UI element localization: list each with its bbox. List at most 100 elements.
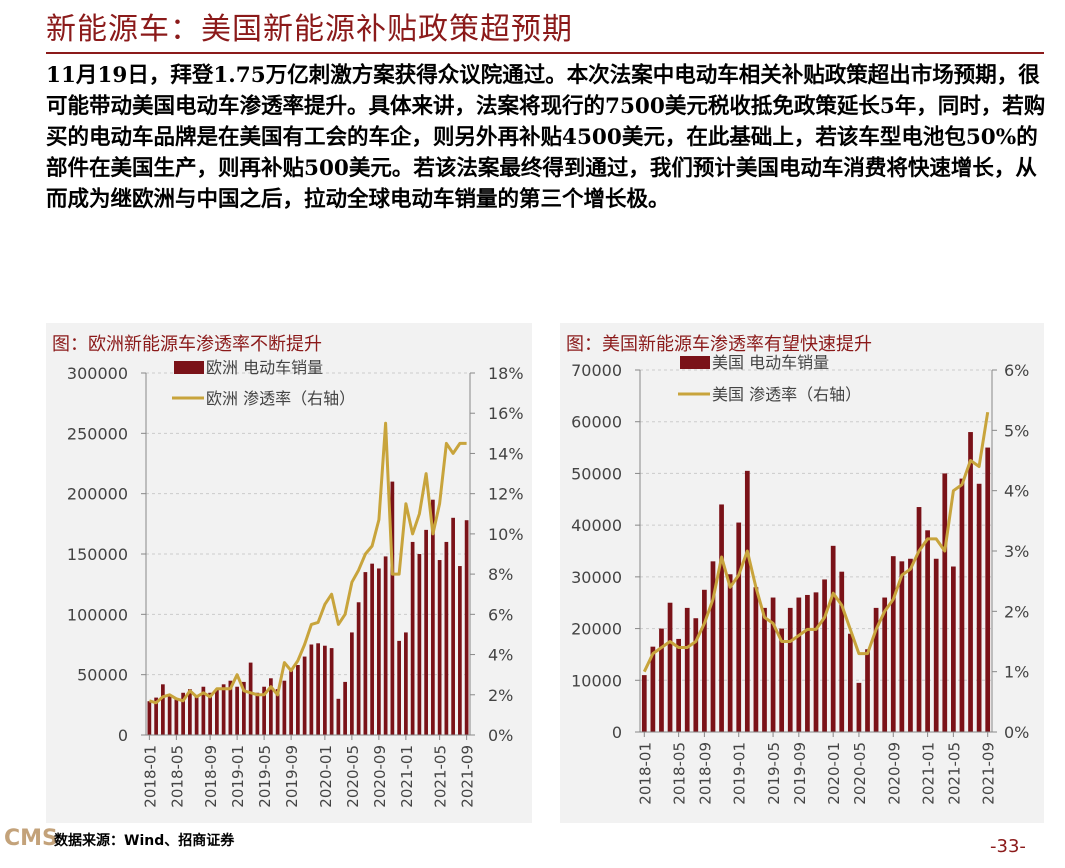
us-x-tick-label: 2019-09 bbox=[791, 742, 809, 805]
us-bar bbox=[744, 470, 750, 732]
us-legend-line-label: 美国 渗透率（右轴） bbox=[712, 385, 861, 404]
us-y2-tick-label: 3% bbox=[1004, 542, 1029, 561]
us-x-tick-label: 2020-09 bbox=[885, 742, 903, 805]
us-legend-bar-label: 美国 电动车销量 bbox=[712, 353, 829, 372]
eu-bar bbox=[221, 684, 226, 735]
eu-bar bbox=[397, 640, 401, 735]
right-chart-title: 图：美国新能源车渗透率有望快速提升 bbox=[566, 334, 872, 355]
eu-bar bbox=[248, 662, 253, 735]
eu-bar bbox=[269, 678, 273, 735]
title-rule bbox=[46, 52, 1044, 54]
eu-y2-tick-label: 10% bbox=[488, 525, 524, 544]
eu-y-tick-label: 0 bbox=[118, 726, 128, 745]
us-bar bbox=[933, 558, 939, 732]
eu-bar bbox=[464, 520, 469, 735]
us-y-tick-label: 50000 bbox=[571, 464, 622, 483]
us-x-tick-label: 2020-01 bbox=[825, 742, 843, 805]
us-y2-tick-label: 2% bbox=[1004, 602, 1029, 621]
eu-bar bbox=[181, 692, 185, 735]
us-y2-tick-label: 0% bbox=[1004, 723, 1029, 742]
us-bar bbox=[787, 607, 793, 732]
us-penetration-line bbox=[642, 411, 990, 673]
us-bar bbox=[753, 587, 759, 732]
eu-x-tick-label: 2019-05 bbox=[256, 745, 274, 808]
eu-bar bbox=[161, 684, 165, 735]
us-bar bbox=[899, 561, 905, 732]
us-bar bbox=[770, 597, 776, 732]
eu-bar bbox=[242, 681, 246, 735]
eu-y-tick-label: 300000 bbox=[67, 364, 128, 383]
eu-bar bbox=[174, 698, 179, 735]
eu-bar bbox=[188, 689, 192, 735]
us-bar bbox=[702, 589, 707, 732]
us-x-tick-label: 2018-01 bbox=[636, 742, 654, 805]
eu-penetration-line bbox=[148, 421, 467, 705]
us-bar bbox=[830, 545, 836, 732]
us-y-tick-label: 0 bbox=[612, 723, 622, 742]
eu-x-tick-label: 2018-09 bbox=[202, 745, 220, 808]
eu-bar bbox=[208, 692, 212, 735]
eu-bar bbox=[424, 529, 428, 735]
eu-bar bbox=[383, 556, 388, 735]
eu-bar bbox=[255, 692, 260, 735]
eu-bar bbox=[235, 686, 239, 735]
eu-y2-tick-label: 8% bbox=[488, 565, 513, 584]
us-bar bbox=[805, 594, 810, 732]
us-y-tick-label: 70000 bbox=[571, 361, 622, 380]
us-x-tick-label: 2018-09 bbox=[696, 742, 714, 805]
eu-bar bbox=[309, 644, 314, 735]
us-bar bbox=[908, 558, 913, 732]
eu-bar bbox=[350, 632, 354, 735]
eu-y-tick-label: 200000 bbox=[67, 485, 128, 504]
eu-bar bbox=[147, 701, 152, 735]
eu-bar bbox=[343, 681, 347, 735]
eu-bar bbox=[302, 656, 307, 735]
us-bar bbox=[916, 507, 922, 732]
eu-y2-tick-label: 2% bbox=[488, 686, 513, 705]
eu-bar bbox=[215, 689, 219, 735]
eu-bar bbox=[431, 499, 435, 735]
eu-bar bbox=[377, 568, 381, 735]
us-bar bbox=[641, 675, 647, 732]
eu-bar bbox=[228, 680, 233, 735]
us-bar bbox=[779, 628, 785, 732]
eu-legend-line-label: 欧洲 渗透率（右轴） bbox=[206, 389, 355, 408]
us-bar bbox=[719, 504, 724, 732]
eu-x-tick-label: 2020-01 bbox=[317, 745, 335, 808]
us-x-tick-label: 2019-01 bbox=[731, 742, 749, 805]
us-bar bbox=[856, 682, 862, 732]
eu-y2-tick-label: 12% bbox=[488, 485, 524, 504]
eu-y-tick-label: 100000 bbox=[67, 605, 128, 624]
eu-x-tick-label: 2021-05 bbox=[432, 745, 450, 808]
us-bar bbox=[951, 566, 956, 732]
eu-bar bbox=[296, 665, 300, 735]
eu-bar bbox=[437, 560, 442, 735]
us-bar bbox=[813, 592, 819, 732]
eu-x-tick-label: 2021-01 bbox=[398, 745, 416, 808]
us-bar bbox=[925, 530, 930, 732]
eu-bar bbox=[458, 566, 462, 735]
us-bar bbox=[890, 556, 896, 732]
us-bar bbox=[762, 607, 767, 732]
eu-y2-tick-label: 18% bbox=[488, 364, 524, 383]
eu-bar bbox=[275, 689, 280, 735]
eu-x-tick-label: 2019-09 bbox=[283, 745, 301, 808]
us-x-tick-label: 2021-01 bbox=[920, 742, 938, 805]
us-y-tick-label: 40000 bbox=[571, 516, 622, 535]
eu-y-tick-label: 150000 bbox=[67, 545, 128, 564]
us-bar bbox=[968, 432, 973, 732]
eu-y2-tick-label: 0% bbox=[488, 726, 513, 745]
eu-bar bbox=[356, 602, 361, 735]
us-bar bbox=[822, 579, 827, 732]
eu-y2-tick-label: 16% bbox=[488, 404, 524, 423]
us-y-tick-label: 20000 bbox=[571, 620, 622, 639]
us-y2-tick-label: 6% bbox=[1004, 361, 1029, 380]
eu-y2-tick-label: 14% bbox=[488, 444, 524, 463]
us-bar bbox=[882, 597, 888, 732]
eu-bar bbox=[390, 481, 395, 735]
eu-bar bbox=[410, 541, 415, 735]
us-bar bbox=[684, 607, 690, 732]
eu-x-tick-label: 2021-09 bbox=[459, 745, 477, 808]
us-bar bbox=[650, 646, 656, 732]
eu-bar bbox=[194, 696, 199, 735]
